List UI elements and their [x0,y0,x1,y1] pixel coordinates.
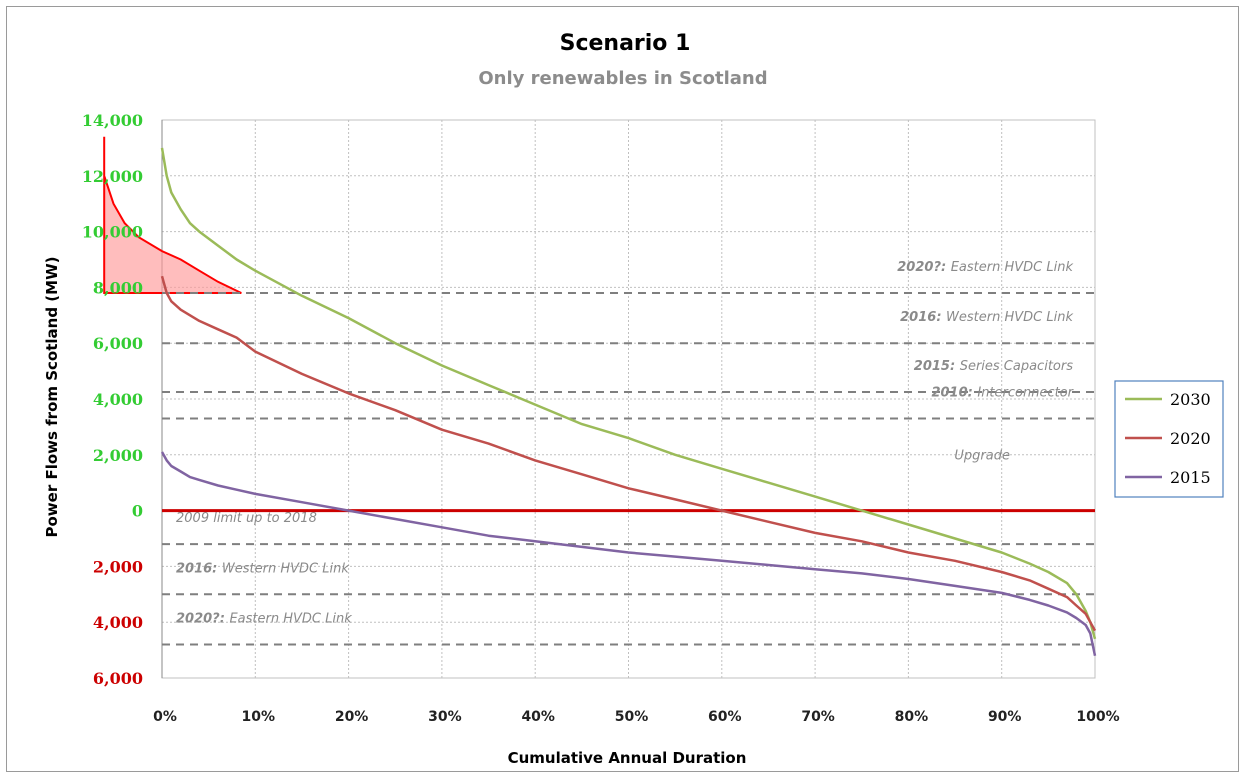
y-tick-label: 2,000 [93,446,143,465]
y-tick-label: 2,000 [93,557,143,576]
y-tick-label: 4,000 [93,613,143,632]
y-tick-label: 14,000 [82,111,143,130]
limit-label: 2016: Western HVDC Link [900,310,1073,325]
y-tick-label: 6,000 [93,334,143,353]
limit-label: 2009 limit up to 2018 [176,511,317,526]
limit-label: 2020?: Eastern HVDC Link [176,612,352,627]
chart-subtitle: Only renewables in Scotland [478,68,767,89]
legend-label-2030: 2030 [1170,390,1211,409]
x-tick-label: 30% [428,709,462,725]
x-tick-label: 20% [335,709,369,725]
series-line-2015 [160,451,1097,656]
y-tick-labels: 14,000 12,000 10,000 8,000 6,000 4,000 2,000 0 2… [82,111,143,688]
limit-label-line2: Upgrade [954,449,1010,464]
chart-title: Scenario 1 [560,31,691,56]
x-tick-labels: 0% 10% 20% 30% 40% 50% 60% 70% 80% 90% 100% [153,709,1120,725]
series-lines [160,147,1097,656]
x-tick-label: 70% [801,709,835,725]
series-line-2020 [160,275,1097,632]
x-tick-label: 50% [615,709,649,725]
limit-label: 2020?: Eastern HVDC Link [897,260,1073,275]
grid-lines [161,119,1096,679]
highlight-region [103,136,242,294]
x-tick-label: 60% [708,709,742,725]
y-tick-label: 6,000 [93,669,143,688]
y-tick-label: 8,000 [93,278,143,297]
x-tick-label: 90% [988,709,1022,725]
series-line-2030 [160,147,1097,640]
x-tick-label: 40% [521,709,555,725]
legend: 2030 2020 2015 [1114,380,1224,498]
limit-label: 2015: Series Capacitors [914,359,1073,374]
y-tick-label: 10,000 [82,223,143,242]
x-tick-label: 80% [895,709,929,725]
x-tick-label: 10% [242,709,276,725]
x-tick-label: 0% [153,709,177,725]
limit-label: 2010: Interconnector [931,386,1074,401]
highlight-shape [103,136,242,294]
x-tick-label: 100% [1076,709,1119,725]
y-tick-label: 4,000 [93,390,143,409]
y-tick-label: 12,000 [82,167,143,186]
legend-label-2015: 2015 [1170,468,1211,487]
y-axis-label: Power Flows from Scotland (MW) [43,257,61,538]
limit-lines: 2020?: Eastern HVDC Link 2016: Western HV… [162,260,1095,646]
x-axis-label: Cumulative Annual Duration [508,749,747,767]
y-tick-label: 0 [132,502,143,521]
limit-label: 2016: Western HVDC Link [176,561,349,576]
legend-label-2020: 2020 [1170,429,1211,448]
